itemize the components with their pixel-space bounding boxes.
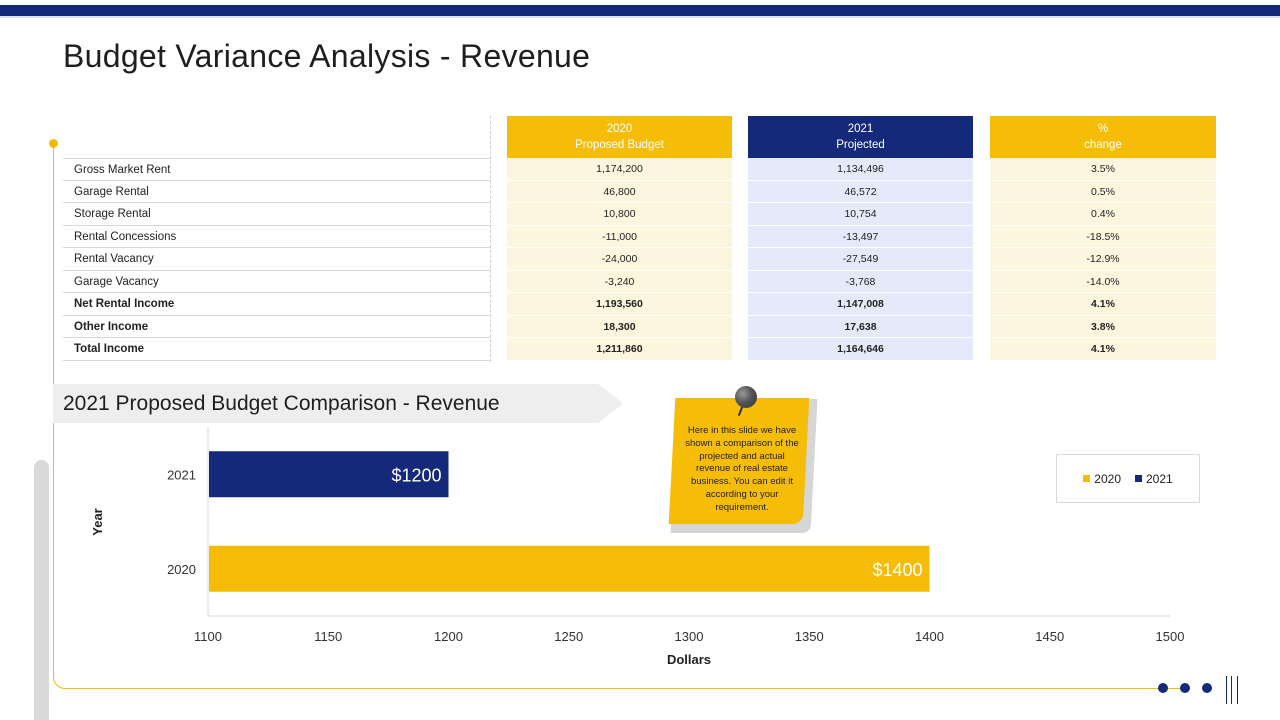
top-accent-bar (0, 5, 1280, 16)
table-cell: 17,638 (748, 315, 973, 338)
table-row-label: Net Rental Income (63, 293, 491, 316)
decorative-yellow-dot (49, 139, 58, 148)
table-cell: 1,164,646 (748, 338, 973, 361)
page-title: Budget Variance Analysis - Revenue (63, 38, 591, 74)
y-axis-title: Year (90, 508, 105, 535)
column-2021-projected: 2021 Projected 1,134,496 46,572 10,754 -… (748, 116, 973, 361)
table-cell: 46,800 (507, 180, 732, 203)
sticky-note-text: Here in this slide we have shown a compa… (685, 425, 799, 513)
table-cell: 4.1% (990, 293, 1216, 316)
table-row-label: Gross Market Rent (63, 158, 491, 181)
x-tick-label: 1300 (675, 629, 704, 644)
x-tick-label: 1250 (554, 629, 583, 644)
x-tick-label: 1450 (1035, 629, 1064, 644)
table-separator (490, 116, 491, 362)
x-tick-label: 1350 (795, 629, 824, 644)
table-cell: -18.5% (990, 225, 1216, 248)
table-cell: 3.8% (990, 315, 1216, 338)
y-category-label: 2020 (167, 562, 196, 577)
decorative-vertical-lines (1226, 676, 1238, 704)
column-header-label: Proposed Budget (575, 139, 664, 151)
chart-legend: 2020 2021 (1056, 454, 1200, 503)
column-header-symbol: % (1097, 123, 1109, 135)
decorative-grey-bar (34, 460, 49, 720)
table-cell: 0.4% (990, 203, 1216, 226)
column-percent-change: % change 3.5% 0.5% 0.4% -18.5% -12.9% -1… (990, 116, 1216, 361)
table-cell: 10,800 (507, 203, 732, 226)
column-header-label: change (1084, 139, 1122, 151)
bar-data-label: $1400 (872, 560, 922, 580)
x-tick-label: 1100 (194, 629, 222, 644)
legend-item-2021: 2021 (1135, 472, 1173, 486)
table-cell: 18,300 (507, 315, 732, 338)
legend-label: 2020 (1094, 471, 1121, 486)
column-header-year: 2021 (847, 123, 874, 135)
table-cell: 1,147,008 (748, 293, 973, 316)
bar-2020 (209, 545, 930, 592)
x-tick-label: 1200 (434, 629, 463, 644)
table-cell: 4.1% (990, 338, 1216, 361)
table-cell: 1,211,860 (507, 338, 732, 361)
x-tick-label: 1400 (915, 629, 944, 644)
column-2020-proposed-budget: 2020 Proposed Budget 1,174,200 46,800 10… (507, 116, 732, 361)
nav-dot (1158, 683, 1168, 693)
legend-label: 2021 (1146, 471, 1173, 486)
x-tick-label: 1500 (1156, 629, 1185, 644)
table-row-label: Other Income (63, 316, 491, 338)
table-row-label: Rental Vacancy (63, 248, 491, 271)
table-row-labels: Gross Market Rent Garage Rental Storage … (63, 158, 491, 361)
pushpin-icon (735, 386, 757, 408)
table-cell: -24,000 (507, 248, 732, 271)
y-category-label: 2021 (167, 467, 196, 482)
table-cell: 3.5% (990, 158, 1216, 181)
column-header-label: Projected (836, 139, 885, 151)
table-cell: -12.9% (990, 248, 1216, 271)
table-cell: 1,134,496 (748, 158, 973, 181)
column-header: % change (990, 116, 1216, 158)
legend-swatch (1083, 475, 1091, 482)
section-banner (53, 384, 623, 423)
table-row-label: Rental Concessions (63, 226, 491, 248)
column-header: 2021 Projected (748, 116, 973, 158)
table-cell: 46,572 (748, 180, 973, 203)
table-cell: -14.0% (990, 270, 1216, 293)
section-title: 2021 Proposed Budget Comparison - Revenu… (63, 392, 500, 415)
decorative-yellow-baseline (63, 688, 1183, 689)
legend-item-2020: 2020 (1083, 472, 1121, 486)
column-header: 2020 Proposed Budget (507, 116, 732, 158)
bar-data-label: $1200 (391, 465, 441, 485)
table-row-label: Total Income (63, 338, 491, 361)
table-row-label: Garage Vacancy (63, 271, 491, 293)
table-row-label: Garage Rental (63, 181, 491, 203)
table-cell: -13,497 (748, 225, 973, 248)
x-tick-label: 1150 (314, 629, 342, 644)
legend-swatch (1135, 475, 1142, 482)
table-cell: 1,193,560 (507, 293, 732, 316)
nav-dot (1180, 683, 1190, 693)
nav-dot (1202, 683, 1212, 693)
table-cell: -27,549 (748, 248, 973, 271)
table-cell: -3,768 (748, 270, 973, 293)
table-cell: 10,754 (748, 203, 973, 226)
table-cell: -11,000 (507, 225, 732, 248)
bar-2021 (209, 451, 449, 498)
top-accent-line (0, 16, 1280, 18)
column-header-year: 2020 (606, 123, 633, 135)
table-cell: 0.5% (990, 180, 1216, 203)
slide-nav-dots (1158, 683, 1212, 693)
table-cell: 1,174,200 (507, 158, 732, 181)
table-cell: -3,240 (507, 270, 732, 293)
x-axis-title: Dollars (667, 652, 711, 667)
table-row-label: Storage Rental (63, 203, 491, 226)
